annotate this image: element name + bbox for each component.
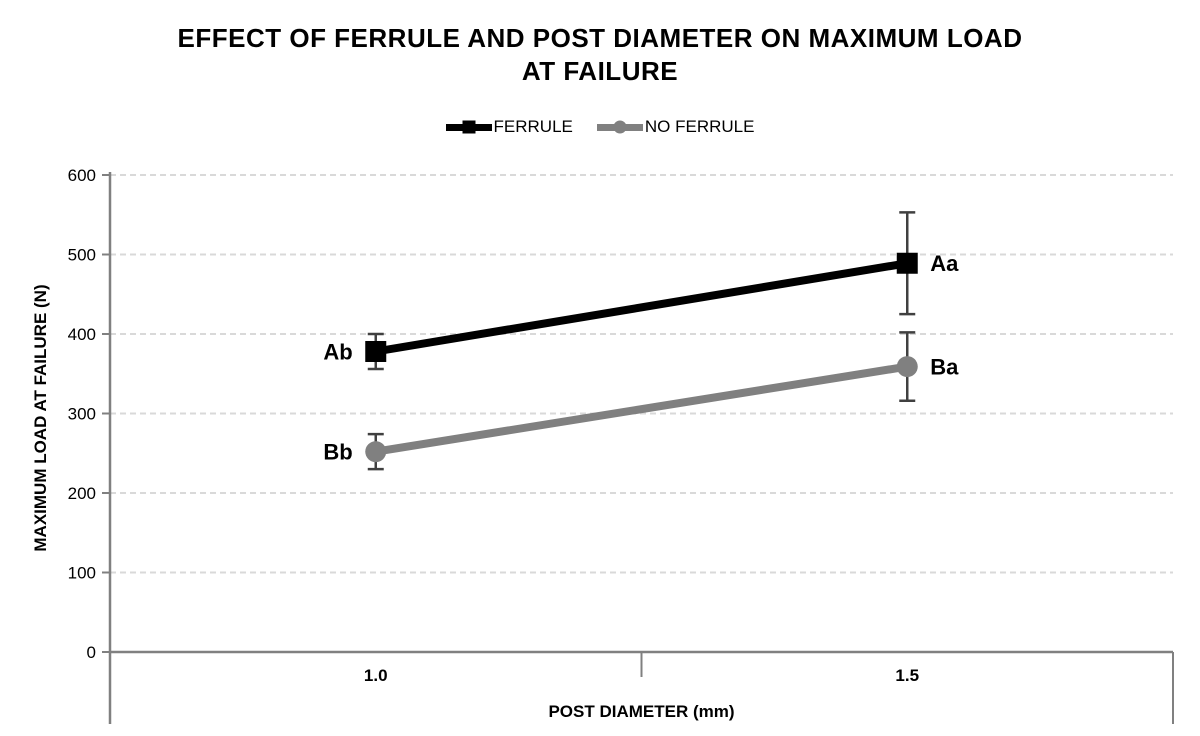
marker-square-ferrule-1.5 bbox=[896, 252, 918, 274]
legend-item-ferrule: FERRULE bbox=[445, 117, 573, 137]
y-tick-label-200: 200 bbox=[68, 484, 96, 503]
legend-swatch-no-ferrule bbox=[596, 120, 643, 134]
legend: FERRULE NO FERRULE bbox=[0, 113, 1200, 141]
x-axis-title: POST DIAMETER (mm) bbox=[548, 702, 734, 721]
x-tick-label-1.5: 1.5 bbox=[895, 666, 919, 685]
chart-title-line2: AT FAILURE bbox=[521, 56, 679, 86]
point-label-Ab: Ab bbox=[323, 339, 352, 364]
point-label-Bb: Bb bbox=[323, 440, 352, 465]
marker-circle-no-ferrule-1.5 bbox=[896, 356, 918, 378]
y-tick-label-300: 300 bbox=[68, 405, 96, 424]
chart-title-line1: EFFECT OF FERRULE AND POST DIAMETER ON M… bbox=[177, 23, 1023, 53]
marker-square-ferrule-1.0 bbox=[365, 340, 387, 362]
legend-marker-circle-icon bbox=[613, 120, 627, 134]
point-label-Aa: Aa bbox=[930, 251, 959, 276]
legend-item-no-ferrule: NO FERRULE bbox=[596, 117, 755, 137]
y-axis-title: MAXIMUM LOAD AT FAILURE (N) bbox=[31, 284, 50, 551]
y-tick-label-500: 500 bbox=[68, 246, 96, 265]
legend-label-no-ferrule: NO FERRULE bbox=[644, 117, 755, 136]
marker-circle-no-ferrule-1.0 bbox=[365, 441, 387, 463]
x-tick-label-1.0: 1.0 bbox=[364, 666, 388, 685]
series-line-ferrule bbox=[375, 259, 908, 356]
legend-marker-square-icon bbox=[462, 120, 476, 134]
point-label-Ba: Ba bbox=[930, 355, 959, 380]
y-tick-label-0: 0 bbox=[87, 643, 96, 662]
y-tick-label-100: 100 bbox=[68, 564, 96, 583]
chart-title: EFFECT OF FERRULE AND POST DIAMETER ON M… bbox=[0, 22, 1200, 88]
legend-label-ferrule: FERRULE bbox=[493, 117, 573, 136]
series-line-no-ferrule bbox=[375, 362, 908, 456]
legend-swatch-ferrule bbox=[445, 120, 492, 134]
y-tick-label-600: 600 bbox=[68, 166, 96, 185]
y-tick-label-400: 400 bbox=[68, 325, 96, 344]
